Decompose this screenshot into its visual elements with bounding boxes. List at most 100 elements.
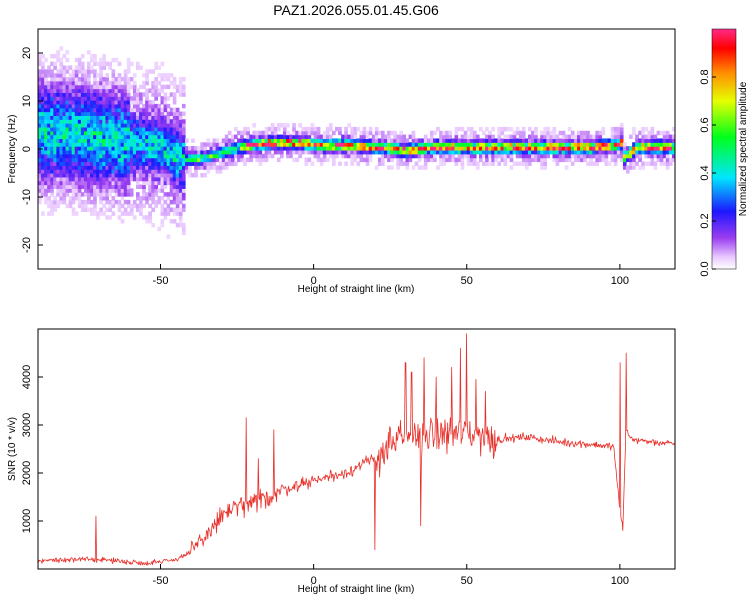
spectrogram-cell xyxy=(169,219,174,224)
spectrogram-cell xyxy=(411,146,416,151)
spectrogram-cell xyxy=(301,146,306,151)
spectrogram-cell xyxy=(178,157,183,163)
spectrogram-cell xyxy=(99,161,103,166)
spectrogram-cell xyxy=(475,138,480,143)
spectrogram-cell xyxy=(41,184,45,189)
spectrogram-cell xyxy=(279,123,284,128)
spectrogram-cell xyxy=(524,138,529,143)
spectrogram-cell xyxy=(139,115,143,120)
spectrogram-cell xyxy=(71,126,76,132)
spectrogram-cell xyxy=(53,107,57,113)
spectrogram-cell xyxy=(570,161,575,166)
spectrogram-cell xyxy=(221,157,226,163)
spectrogram-cell xyxy=(74,211,79,216)
spectrogram-cell xyxy=(163,103,168,109)
spectrogram-cell xyxy=(466,149,471,155)
spectrogram-cell xyxy=(181,169,186,174)
spectrogram-cell xyxy=(316,146,321,151)
spectrogram-cell xyxy=(83,199,88,205)
spectrogram-cell xyxy=(169,161,174,166)
spectrogram-cell xyxy=(518,134,523,140)
spectrogram-cell xyxy=(71,184,76,189)
spectrogram-cell xyxy=(286,134,290,140)
spectrogram-cell xyxy=(304,157,309,163)
spectrogram-cell xyxy=(99,65,103,70)
spectrogram-cell xyxy=(83,123,88,128)
spectrogram-cell xyxy=(90,123,94,128)
spectrogram-cell xyxy=(592,149,596,155)
spectrogram-cell xyxy=(157,173,162,178)
spectrogram-cell xyxy=(494,157,498,163)
spectrogram-cell xyxy=(212,153,217,159)
spectrogram-cell xyxy=(117,199,122,205)
spectrogram-cell xyxy=(154,134,159,140)
spectrogram-cell xyxy=(83,153,88,159)
spectrogram-cell xyxy=(610,130,615,136)
spectrogram-cell xyxy=(396,161,400,166)
spectrogram-ytick-label: -10 xyxy=(21,189,33,205)
spectrogram-cell xyxy=(87,107,91,113)
spectrogram-cell xyxy=(102,142,106,147)
spectrogram-cell xyxy=(71,146,76,151)
spectrogram-cell xyxy=(154,184,159,189)
spectrogram-cell xyxy=(377,146,382,151)
spectrogram-cell xyxy=(417,165,422,170)
spectrogram-cell xyxy=(77,173,82,178)
spectrogram-cell xyxy=(558,138,563,143)
spectrogram-cell xyxy=(197,146,201,151)
spectrogram-cell xyxy=(117,92,122,97)
spectrogram-cell xyxy=(491,146,495,151)
spectrogram-cell xyxy=(53,53,57,59)
spectrogram-cell xyxy=(102,88,106,93)
spectrogram-cell xyxy=(77,153,82,159)
spectrogram-cell xyxy=(68,119,73,124)
spectrogram-cell xyxy=(108,203,113,209)
spectrogram-cell xyxy=(47,161,51,166)
spectrogram-cell xyxy=(362,149,367,155)
spectrogram-cell xyxy=(200,165,204,170)
spectrogram-cell xyxy=(56,153,61,159)
spectrogram-cell xyxy=(93,203,97,209)
spectrogram-cell xyxy=(44,184,48,189)
spectrogram-cell xyxy=(56,73,61,78)
spectrogram-cell xyxy=(567,146,572,151)
spectrogram-cell xyxy=(215,165,220,170)
spectrogram-cell xyxy=(90,173,94,178)
spectrogram-cell xyxy=(552,134,557,140)
spectrogram-cell xyxy=(50,207,54,212)
spectrogram-cell xyxy=(99,153,103,159)
spectrogram-cell xyxy=(632,165,636,170)
spectrogram-cell xyxy=(224,157,229,163)
spectrogram-cell xyxy=(90,92,94,97)
spectrogram-cell xyxy=(515,142,520,147)
spectrogram-cell xyxy=(41,88,45,93)
spectrogram-cell xyxy=(163,123,168,128)
spectrogram-cell xyxy=(102,57,106,63)
spectrogram-cell xyxy=(117,100,122,105)
spectrogram-cell xyxy=(335,146,339,151)
spectrogram-cell xyxy=(65,103,70,109)
spectrogram-cell xyxy=(145,169,149,174)
spectrogram-cell xyxy=(65,115,70,120)
spectrogram-cell xyxy=(56,184,61,189)
spectrogram-cell xyxy=(102,130,106,136)
spectrogram-cell xyxy=(430,146,434,151)
spectrogram-cell xyxy=(457,146,462,151)
spectrogram-cell xyxy=(151,161,155,166)
spectrogram-cell xyxy=(289,153,293,159)
spectrogram-cell xyxy=(387,153,391,159)
spectrogram-cell xyxy=(267,153,272,159)
spectrogram-cell xyxy=(129,130,134,136)
spectrogram-cell xyxy=(77,130,82,136)
spectrogram-cell xyxy=(650,149,655,155)
spectrogram-cell xyxy=(286,149,290,155)
spectrogram-cell xyxy=(90,146,94,151)
spectrogram-cell xyxy=(629,161,633,166)
spectrogram-cell xyxy=(65,130,70,136)
spectrogram-cell xyxy=(99,149,103,155)
spectrogram-cell xyxy=(90,176,94,182)
spectrogram-cell xyxy=(157,142,162,147)
spectrogram-cell xyxy=(99,111,103,116)
spectrogram-cell xyxy=(457,149,462,155)
spectrogram-cell xyxy=(123,169,128,174)
